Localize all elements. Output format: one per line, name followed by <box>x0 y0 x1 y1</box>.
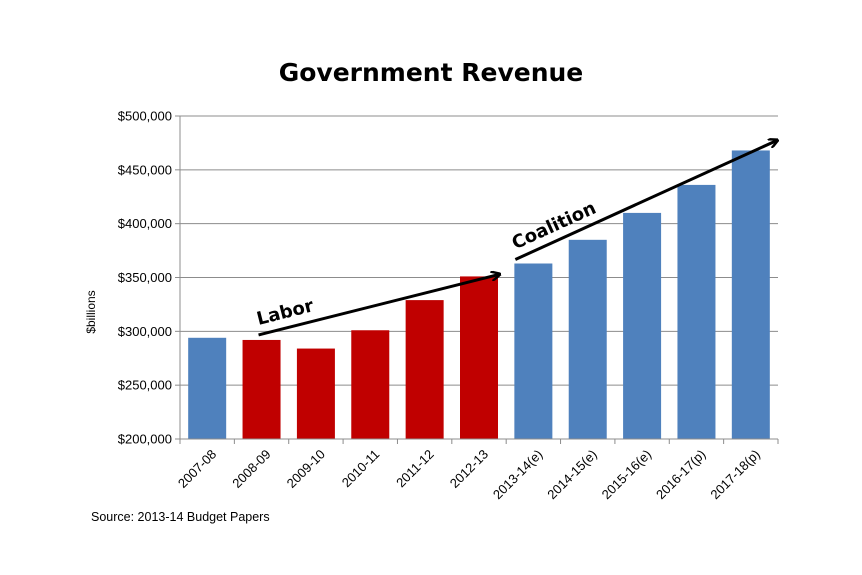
y-tick-label: $500,000 <box>118 109 172 124</box>
x-tick-label: 2012-13 <box>447 447 491 491</box>
y-axis-label: $billions <box>84 290 98 333</box>
x-tick-label: 2008-09 <box>229 447 273 491</box>
x-tick-label: 2014-15(e) <box>544 447 600 503</box>
bar <box>405 300 444 439</box>
annotation-label: Labor <box>255 295 316 329</box>
x-tick-labels: 2007-08 2008-09 2009-10 2010-11 2011-12 2012-… <box>175 447 763 503</box>
x-tick-label: 2015-16(e) <box>599 447 655 503</box>
bar <box>296 348 335 439</box>
bar <box>568 239 607 439</box>
y-tick-label: $350,000 <box>118 270 172 285</box>
x-tick-label: 2009-10 <box>284 447 328 491</box>
x-tick-label: 2017-18(p) <box>707 447 763 503</box>
y-tick-label: $400,000 <box>118 216 172 231</box>
bars <box>188 150 770 439</box>
bar <box>677 184 716 439</box>
x-tick-label: 2016-17(p) <box>653 447 709 503</box>
axes <box>175 115 779 444</box>
bar <box>351 330 390 439</box>
y-tick-label: $200,000 <box>118 432 172 447</box>
bar <box>731 150 770 439</box>
chart-title: Government Revenue <box>279 58 584 87</box>
x-tick-label: 2007-08 <box>175 447 219 491</box>
annotation-arrow <box>514 140 776 261</box>
bar <box>242 339 281 439</box>
y-tick-label: $250,000 <box>118 378 172 393</box>
x-tick-label: 2011-12 <box>393 447 437 491</box>
x-tick-label: 2013-14(e) <box>490 447 546 503</box>
x-tick-label: 2010-11 <box>339 447 383 491</box>
source-note: Source: 2013-14 Budget Papers <box>91 510 270 524</box>
y-tick-label: $450,000 <box>118 162 172 177</box>
bar <box>514 263 553 439</box>
bar <box>460 276 498 439</box>
y-tick-labels: $200,000 $250,000 $300,000 $350,000 $400,000… <box>118 109 172 447</box>
y-tick-label: $300,000 <box>118 324 172 339</box>
annotation-arrow <box>258 274 499 337</box>
bar <box>188 337 227 439</box>
bar <box>623 212 662 439</box>
